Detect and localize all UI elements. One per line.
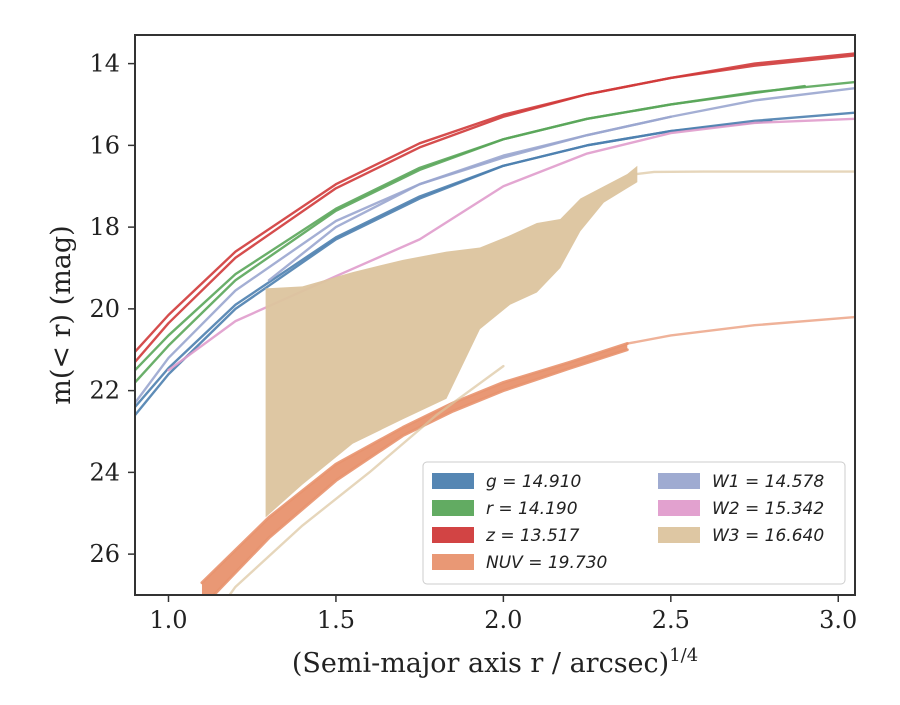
series-r-line-2	[135, 80, 855, 372]
plot-area	[135, 52, 855, 595]
y-tick-label-3: 20	[89, 295, 120, 323]
x-tick-label-4: 3.0	[819, 606, 857, 634]
legend: g = 14.910 r = 14.190 z = 13.517 NUV = 19.7…	[422, 461, 846, 585]
series-w3-line-1	[228, 364, 505, 595]
legend-swatch-r	[432, 500, 474, 516]
legend-swatch-w1	[658, 473, 700, 489]
legend-swatch-nuv	[432, 554, 474, 570]
legend-label-w1: W1 = 14.578	[712, 472, 824, 492]
legend-frame	[422, 461, 846, 585]
legend-label-w2: W2 = 15.342	[712, 499, 824, 519]
y-tick-label-5: 24	[89, 458, 120, 486]
legend-label-nuv: NUV = 19.730	[486, 553, 607, 573]
y-tick-label-4: 22	[89, 377, 120, 405]
x-tick-label-0: 1.0	[149, 606, 187, 634]
series-nuv-line-3	[626, 315, 855, 345]
y-tick-label-2: 18	[89, 213, 120, 241]
series-w3-line-2	[636, 170, 855, 176]
series-g-line-2	[135, 111, 855, 409]
y-tick-label-6: 26	[89, 540, 120, 568]
legend-label-g: g = 14.910	[486, 472, 581, 492]
series-w3-band	[265, 165, 638, 518]
x-tick-label-2: 2.0	[484, 606, 522, 634]
y-tick-label-0: 14	[89, 50, 120, 78]
legend-label-z: z = 13.517	[485, 526, 580, 546]
legend-swatch-w2	[658, 500, 700, 516]
series-w1-line-2	[267, 115, 673, 282]
x-axis-label: (Semi-major axis r / arcsec)1/4	[292, 645, 698, 679]
axis-ticks: 1.0 1.5 2.0 2.5 3.0 14 16 18 20 22 24 26	[89, 50, 857, 634]
legend-swatch-g	[432, 473, 474, 489]
legend-swatch-z	[432, 527, 474, 543]
legend-swatch-w3	[658, 527, 700, 543]
y-axis-label: m(< r) (mag)	[46, 225, 77, 404]
series-z-line-2	[135, 52, 855, 353]
legend-label-w3: W3 = 16.640	[712, 526, 824, 546]
plot-frame	[134, 34, 856, 596]
legend-label-r: r = 14.190	[486, 499, 578, 519]
y-tick-label-1: 16	[89, 131, 120, 159]
x-tick-label-1: 1.5	[317, 606, 355, 634]
x-tick-label-3: 2.5	[652, 606, 690, 634]
